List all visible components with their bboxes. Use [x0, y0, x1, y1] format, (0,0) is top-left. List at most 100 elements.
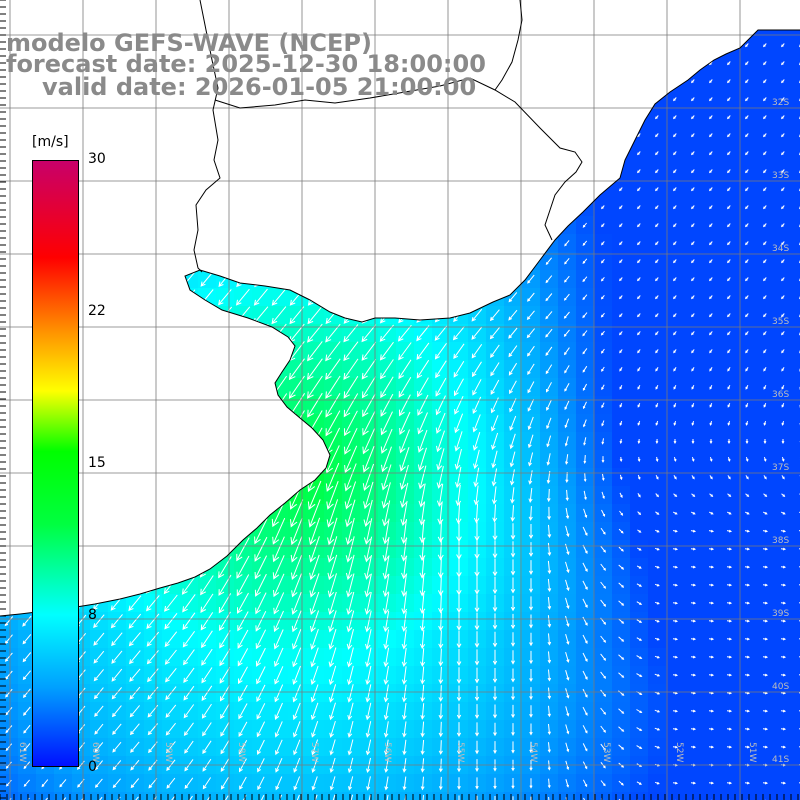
wind-arrow [182, 594, 196, 613]
wind-arrow [435, 377, 447, 397]
wind-arrow [383, 721, 389, 738]
wind-arrow [637, 402, 641, 408]
wind-arrow [637, 420, 641, 426]
wind-arrow [327, 536, 338, 563]
wind-arrow [565, 579, 570, 592]
wind-arrow [362, 446, 375, 473]
wind-arrow [582, 276, 588, 283]
coastlines [0, 0, 800, 617]
wind-arrow [726, 529, 733, 533]
wind-arrow [309, 536, 320, 563]
wind-arrow [23, 743, 31, 752]
wind-arrow [709, 277, 713, 282]
wind-arrow [493, 777, 497, 790]
wind-arrow [311, 776, 318, 791]
wind-arrow [601, 491, 605, 500]
wind-arrow [346, 573, 355, 598]
wind-arrow [780, 709, 787, 713]
wind-arrow [672, 565, 679, 569]
field-cell [792, 720, 800, 738]
wind-arrow [727, 169, 731, 174]
wind-arrow [745, 205, 749, 210]
wind-arrow [384, 776, 389, 791]
field-cell [360, 792, 378, 800]
wind-arrow [328, 628, 337, 650]
wind-arrow [780, 745, 787, 749]
wind-arrow [420, 648, 426, 667]
wind-arrow [255, 647, 266, 667]
wind-arrow [781, 79, 785, 84]
wind-arrow [512, 796, 514, 800]
wind-arrow [763, 493, 768, 497]
wind-arrow [582, 779, 588, 788]
wind-arrow [399, 464, 409, 491]
wind-arrow [345, 536, 355, 563]
wind-arrow [308, 517, 321, 546]
wind-arrow [618, 528, 624, 534]
wind-arrow [763, 205, 767, 210]
wind-arrow [94, 778, 103, 788]
wind-arrow [673, 277, 677, 282]
wind-arrow [618, 582, 625, 588]
wind-arrow [582, 670, 588, 680]
wind-arrow [708, 511, 714, 515]
wind-arrow [691, 97, 695, 102]
wind-arrow [363, 518, 373, 545]
wind-arrow [654, 583, 660, 587]
wind-arrow [509, 398, 517, 413]
wind-arrow [690, 637, 697, 641]
wind-arrow [508, 309, 518, 321]
wind-arrow [583, 455, 587, 464]
wind-arrow [528, 470, 533, 485]
wind-arrow [471, 326, 483, 340]
wind-arrow [708, 565, 715, 569]
wind-arrow [708, 547, 715, 551]
wind-arrow [780, 547, 787, 551]
wind-arrow [637, 223, 641, 228]
wind-arrow [456, 722, 462, 737]
wind-arrow [744, 601, 751, 605]
wind-arrow [619, 259, 623, 264]
wind-arrow [347, 720, 354, 738]
wind-arrow [709, 241, 713, 246]
wind-arrow [727, 241, 731, 246]
wind-arrow [547, 578, 552, 593]
wind-arrow [781, 456, 785, 462]
wind-arrow [655, 241, 659, 246]
wind-arrow [691, 187, 695, 192]
field-cell [792, 180, 800, 198]
wind-arrow [565, 651, 570, 663]
wind-arrow [726, 673, 733, 677]
wind-arrow [346, 628, 354, 650]
wind-arrow [727, 277, 731, 282]
wind-arrow [709, 205, 713, 210]
field-cell [738, 792, 756, 800]
wind-arrow [655, 438, 659, 445]
wind-arrow [563, 293, 570, 301]
wind-arrow [708, 601, 715, 605]
field-cell [792, 288, 800, 306]
wind-arrow [601, 223, 605, 228]
wind-arrow [619, 402, 623, 408]
wind-arrow [727, 295, 731, 300]
wind-arrow [278, 794, 283, 800]
field-cell [792, 540, 800, 558]
wind-arrow [564, 400, 570, 411]
wind-arrow [709, 133, 713, 138]
latitude-label: 39S [772, 609, 789, 619]
wind-arrow [492, 522, 498, 541]
wind-arrow [454, 378, 464, 397]
wind-arrow [582, 598, 588, 609]
wind-arrow [655, 313, 659, 318]
wind-arrow [325, 358, 341, 381]
wind-arrow [22, 670, 31, 681]
wind-arrow [292, 702, 301, 721]
wind-arrow [528, 506, 533, 521]
wind-arrow [111, 632, 123, 647]
wind-arrow [290, 536, 303, 563]
wind-arrow [709, 295, 713, 300]
latitude-label: 32S [772, 98, 789, 108]
wind-arrow [762, 583, 769, 587]
wind-arrow [762, 529, 769, 533]
wind-arrow [763, 277, 767, 282]
